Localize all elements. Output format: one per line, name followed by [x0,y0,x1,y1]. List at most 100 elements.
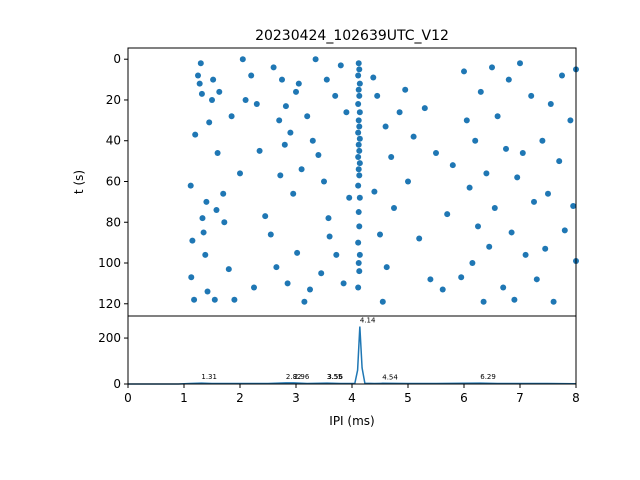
point [267,231,274,238]
point [416,235,423,242]
point [374,92,381,99]
point [301,298,308,305]
point [355,260,362,267]
x-tick-label: 3 [292,391,300,405]
point [242,96,249,103]
point [337,62,344,69]
y-tick-label: 200 [98,331,121,345]
x-tick-label: 5 [404,391,412,405]
y-tick-label: 20 [106,93,121,107]
point [370,74,377,81]
point [433,149,439,156]
point [539,137,546,144]
point [188,274,195,281]
point [550,298,557,305]
point [355,72,362,79]
point [295,80,302,87]
annotation: 2.82 [286,373,302,381]
x-tick-label: 1 [180,391,188,405]
point [522,251,529,258]
x-tick-label: 7 [516,391,524,405]
point [294,249,301,256]
point [210,76,217,83]
point [355,154,362,161]
annotation: 6.29 [480,373,496,381]
point [511,296,518,303]
y-tick-label: 80 [106,215,121,229]
annotation: 3.55 [327,373,343,381]
point [356,147,363,154]
point [508,229,515,236]
point [323,76,330,83]
point [533,276,540,283]
point [444,211,451,218]
point [483,170,490,177]
point [388,154,395,161]
point [206,119,213,126]
point [355,101,362,108]
point [253,101,260,108]
y-tick-label: 120 [98,297,121,311]
point [191,296,198,303]
point [220,190,227,197]
y-tick-label: 100 [98,256,121,270]
point [356,135,363,142]
point [356,194,363,201]
point [355,129,362,136]
point [273,264,280,271]
point [382,123,389,130]
point [340,280,347,287]
point [377,231,383,238]
point [356,92,363,99]
annotation: 3.56 [327,373,343,381]
point [309,137,316,144]
point [279,76,285,83]
point [427,276,434,283]
point [371,188,378,195]
point [480,298,487,305]
point [517,60,523,67]
point [567,117,574,124]
x-tick-label: 4 [348,391,356,405]
point [192,131,199,138]
point [197,60,204,67]
point [491,204,498,211]
point [346,194,353,201]
point [199,215,206,222]
point [332,92,339,99]
point [355,60,362,67]
chart-title: 20230424_102639UTC_V12 [255,28,449,44]
point [293,88,299,95]
point [355,209,362,216]
point [396,109,403,116]
point [379,298,386,305]
point [355,141,362,148]
point [356,223,363,230]
point [203,198,210,205]
point [472,137,479,144]
point [439,286,446,293]
point [355,86,362,93]
point [281,141,288,148]
point [321,178,327,185]
point [421,105,428,112]
annotation: 1.31 [201,373,217,381]
point [312,56,319,63]
point [355,166,362,173]
point [307,286,313,293]
point [290,190,297,197]
point [356,123,363,130]
point [356,66,363,73]
point [356,80,363,87]
point [461,68,467,75]
point [355,284,362,291]
point [514,174,521,181]
point [214,149,221,156]
point [489,64,495,71]
point [519,149,526,156]
axes-frame [127,315,577,385]
point [343,109,350,116]
x-axis-label: IPI (ms) [329,414,374,428]
